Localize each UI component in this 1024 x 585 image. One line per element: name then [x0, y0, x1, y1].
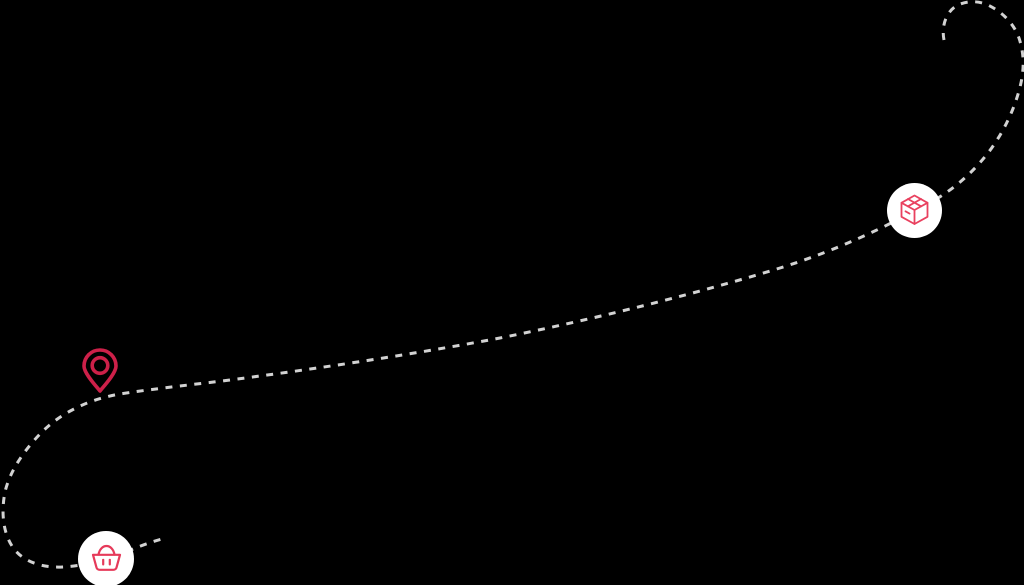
shopping-basket-icon: [91, 544, 122, 571]
basket-marker-circle: [78, 531, 134, 585]
route-dashed-line: [1, 0, 1024, 569]
package-box-icon: [900, 194, 929, 225]
location-pin-icon: [82, 348, 118, 393]
